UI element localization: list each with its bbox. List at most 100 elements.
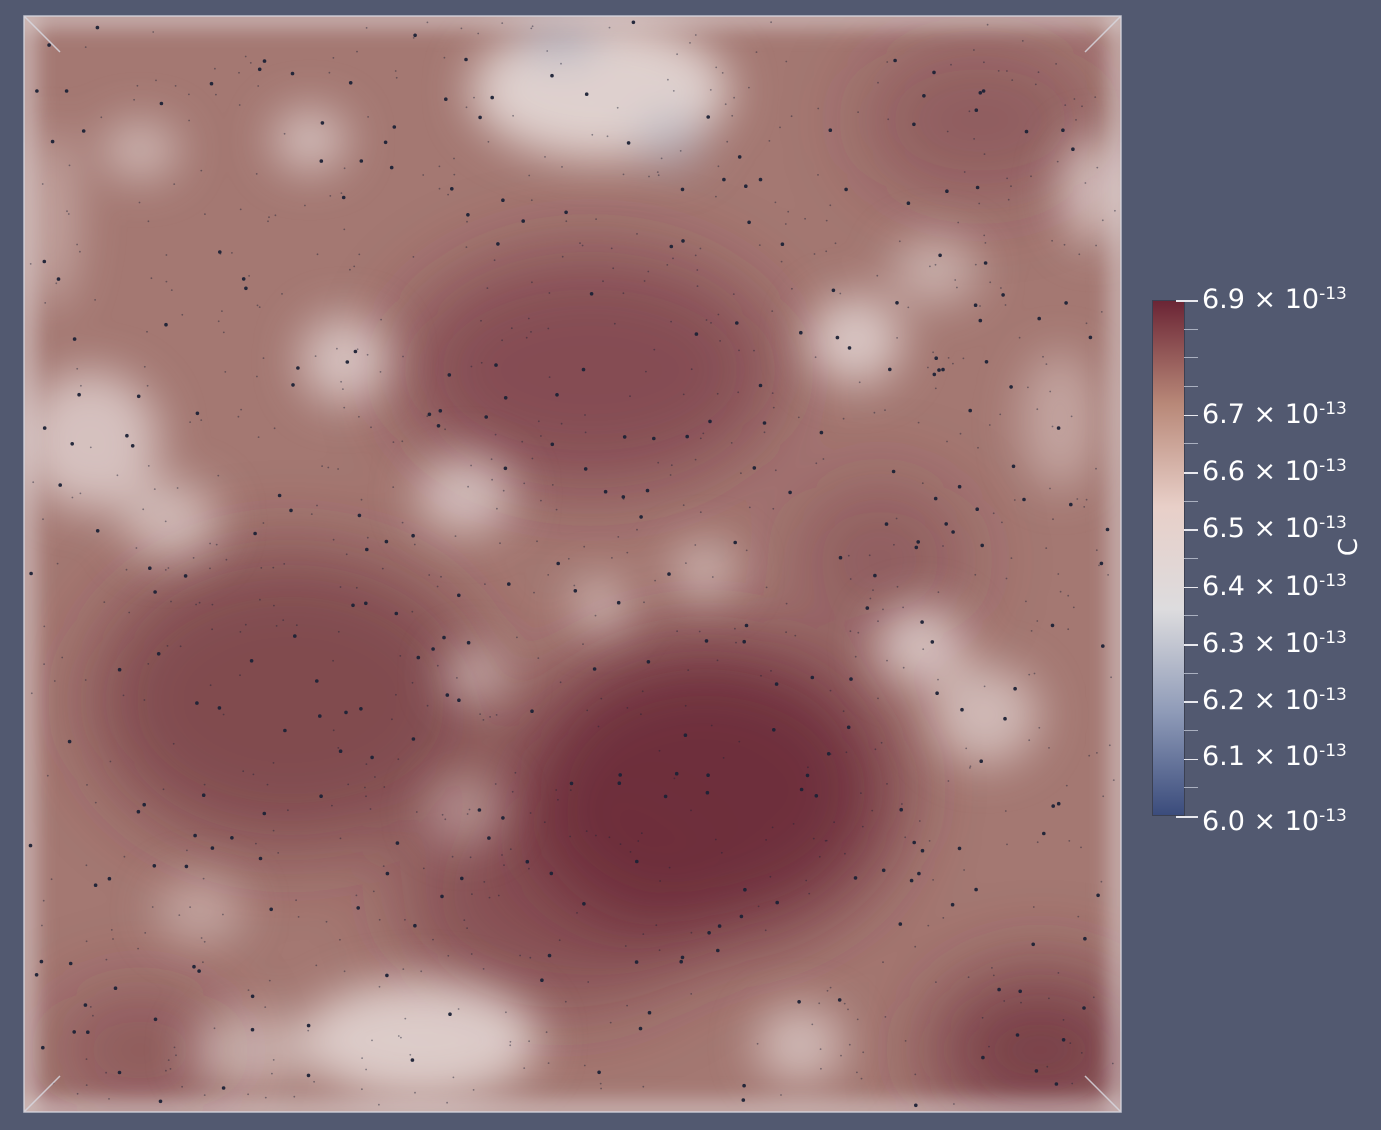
particle-point [525,859,530,864]
particle-point [221,1086,226,1090]
particle-point [740,472,742,475]
particle-point [785,60,788,63]
field-layer [24,16,1121,1112]
particle-point [886,61,889,63]
colorbar-minor-tick [1184,386,1198,387]
particle-point [738,349,740,352]
particle-point [89,1006,92,1008]
particle-point [487,836,491,840]
particle-point [447,954,450,957]
particle-point [848,1043,851,1046]
particle-point [392,125,397,129]
particle-point [818,1002,821,1005]
particle-point [100,116,103,119]
colorbar-tick-label: 6.5 × 10-13 [1202,513,1347,545]
particle-point [1028,739,1031,742]
particle-point [706,115,710,119]
particle-point [521,440,524,443]
particle-point [840,1054,842,1057]
particle-point [253,531,257,536]
particle-point [657,461,660,464]
particle-point [174,85,177,87]
particle-point [501,22,504,24]
particle-point [404,1017,407,1020]
particle-point [815,462,818,465]
particle-point [383,786,386,788]
particle-point [239,208,242,211]
particle-point [975,507,979,512]
particle-point [342,388,344,390]
particle-point [483,881,486,883]
particle-point [1064,104,1067,106]
particle-point [709,89,712,91]
particle-point [978,91,983,95]
particle-point [965,747,968,750]
particle-point [694,332,699,336]
particle-point [874,748,877,751]
particle-point [512,114,514,117]
particle-point [837,998,842,1002]
particle-point [147,465,150,467]
colorbar-major-tick [1184,472,1198,474]
particle-point [211,603,214,606]
particle-point [1107,574,1109,576]
particle-point [673,777,676,780]
particle-point [378,985,381,988]
particle-point [55,282,58,285]
particle-point [558,939,561,942]
particle-point [314,355,317,357]
particle-point [717,165,720,168]
particle-point [447,193,449,196]
particle-point [250,994,255,999]
particle-point [826,989,829,992]
particle-point [696,269,699,271]
particle-point [582,643,584,645]
particle-point [808,892,811,895]
particle-point [891,469,896,474]
particle-point [530,199,533,202]
particle-point [914,545,919,550]
particle-point [611,557,613,559]
particle-point [77,392,81,397]
particle-point [110,929,113,931]
particle-point [812,837,815,840]
field-dark-blob [860,40,1100,200]
particle-point [142,508,145,511]
particle-point [638,1026,643,1031]
particle-point [689,42,691,44]
particle-point [787,210,790,213]
particle-point [547,1062,550,1064]
particle-point [886,783,888,785]
particle-point [871,809,874,812]
particle-point [395,76,398,79]
field-light-blob [425,775,505,845]
particle-point [306,1073,311,1078]
particle-point [884,409,886,411]
particle-point [758,244,761,247]
particle-point [411,610,414,613]
particle-point [192,557,195,559]
particle-point [973,138,975,140]
particle-point [834,242,837,245]
colorbar-tick-label: 6.2 × 10-13 [1202,685,1347,717]
particle-point [1021,40,1024,42]
particle-point [654,579,656,582]
particle-point [946,440,948,443]
particle-point [606,135,609,138]
particle-point [818,855,821,858]
particle-point [1067,628,1070,631]
particle-point [432,938,434,941]
particle-point [828,128,833,132]
particle-point [295,899,297,902]
particle-point [1069,502,1073,507]
particle-point [682,393,685,396]
particle-point [872,589,874,591]
particle-point [901,803,903,805]
particle-point [76,1092,79,1095]
field-light-blob [100,120,180,180]
particle-point [176,487,179,489]
particle-point [321,465,323,467]
particle-point [501,816,505,820]
